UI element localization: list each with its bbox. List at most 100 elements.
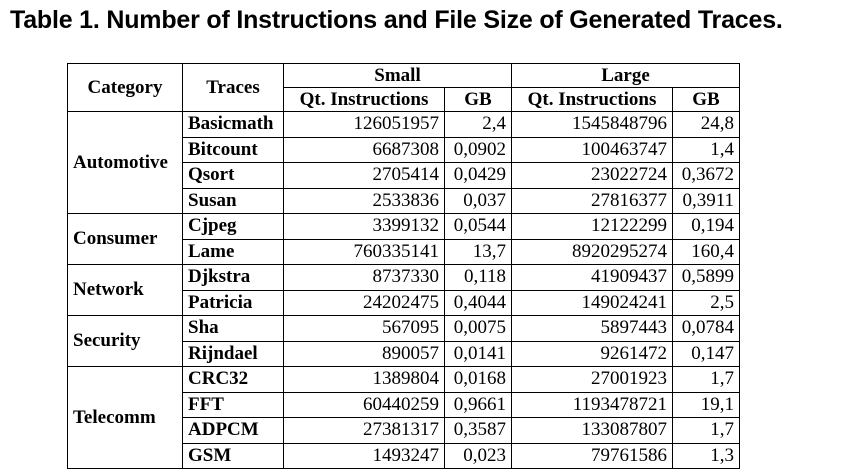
header-small-gb: GB: [444, 87, 512, 112]
trace-name-cell: Lame: [182, 238, 284, 265]
trace-name-cell: Rijndael: [182, 340, 284, 367]
header-row-2: Qt. Instructions GB Qt. Instructions GB: [68, 87, 740, 112]
header-small: Small: [283, 63, 512, 88]
small-instructions-cell: 1389804: [283, 366, 445, 393]
small-instructions-cell: 3399132: [283, 213, 445, 240]
small-instructions-cell: 8737330: [283, 264, 445, 291]
trace-name-cell: Basicmath: [182, 111, 284, 138]
small-gb-cell: 0,0544: [444, 213, 512, 240]
large-gb-cell: 0,194: [672, 213, 740, 240]
small-gb-cell: 0,0429: [444, 162, 512, 189]
large-gb-cell: 1,7: [672, 417, 740, 444]
large-instructions-cell: 9261472: [511, 340, 673, 367]
table-row: Lame 760335141 13,7 8920295274 160,4: [68, 238, 740, 265]
trace-name-cell: Cjpeg: [182, 213, 284, 240]
header-traces: Traces: [182, 63, 284, 112]
trace-name-cell: CRC32: [182, 366, 284, 393]
small-instructions-cell: 2533836: [283, 187, 445, 214]
large-instructions-cell: 133087807: [511, 417, 673, 444]
table-row: ADPCM 27381317 0,3587 133087807 1,7: [68, 417, 740, 444]
trace-name-cell: Susan: [182, 187, 284, 214]
header-large-instructions: Qt. Instructions: [511, 87, 673, 112]
traces-table: Category Traces Small Large Qt. Instruct…: [67, 63, 740, 469]
large-gb-cell: 24,8: [672, 111, 740, 138]
large-instructions-cell: 8920295274: [511, 238, 673, 265]
category-cell: Consumer: [67, 213, 183, 265]
table-row: Automotive Basicmath 126051957 2,4 154584879…: [67, 111, 740, 214]
table-caption: Table 1. Number of Instructions and File…: [10, 6, 783, 34]
large-instructions-cell: 41909437: [511, 264, 673, 291]
small-instructions-cell: 24202475: [283, 289, 445, 316]
table-body: Automotive Basicmath 126051957 2,4 154584879…: [67, 111, 740, 469]
large-gb-cell: 1,3: [672, 442, 740, 469]
large-gb-cell: 0,0784: [672, 315, 740, 342]
table-row: Patricia 24202475 0,4044 149024241 2,5: [68, 289, 740, 316]
large-gb-cell: 0,147: [672, 340, 740, 367]
header-large-gb: GB: [672, 87, 740, 112]
small-instructions-cell: 126051957: [283, 111, 445, 138]
trace-name-cell: FFT: [182, 391, 284, 418]
table-row: Susan 2533836 0,037 27816377 0,3911: [68, 187, 740, 214]
category-cell: Telecomm: [67, 366, 183, 469]
large-gb-cell: 2,5: [672, 289, 740, 316]
small-gb-cell: 0,0902: [444, 136, 512, 163]
table-row: Consumer Cjpeg 3399132 0,0544 12122299 0,194: [67, 213, 740, 265]
table-row: Rijndael 890057 0,0141 9261472 0,147: [68, 340, 740, 367]
large-gb-cell: 0,3911: [672, 187, 740, 214]
header-category: Category: [67, 63, 183, 112]
large-instructions-cell: 149024241: [511, 289, 673, 316]
category-cell: Automotive: [67, 111, 183, 214]
header-large: Large: [511, 63, 740, 88]
small-gb-cell: 0,037: [444, 187, 512, 214]
large-instructions-cell: 5897443: [511, 315, 673, 342]
small-instructions-cell: 1493247: [283, 442, 445, 469]
small-gb-cell: 0,0168: [444, 366, 512, 393]
small-instructions-cell: 760335141: [283, 238, 445, 265]
large-instructions-cell: 1193478721: [511, 391, 673, 418]
table-row: Bitcount 6687308 0,0902 100463747 1,4: [68, 136, 740, 163]
large-gb-cell: 0,5899: [672, 264, 740, 291]
table-row: GSM 1493247 0,023 79761586 1,3: [68, 442, 740, 469]
large-gb-cell: 0,3672: [672, 162, 740, 189]
large-instructions-cell: 79761586: [511, 442, 673, 469]
small-gb-cell: 0,023: [444, 442, 512, 469]
trace-name-cell: Djkstra: [182, 264, 284, 291]
large-gb-cell: 1,4: [672, 136, 740, 163]
small-instructions-cell: 27381317: [283, 417, 445, 444]
small-gb-cell: 0,3587: [444, 417, 512, 444]
table-row: Network Djkstra 8737330 0,118 41909437 0,5899: [67, 264, 740, 316]
large-instructions-cell: 12122299: [511, 213, 673, 240]
small-gb-cell: 0,0141: [444, 340, 512, 367]
large-instructions-cell: 23022724: [511, 162, 673, 189]
large-gb-cell: 1,7: [672, 366, 740, 393]
trace-name-cell: Qsort: [182, 162, 284, 189]
small-gb-cell: 0,4044: [444, 289, 512, 316]
category-cell: Network: [67, 264, 183, 316]
table-row: Qsort 2705414 0,0429 23022724 0,3672: [68, 162, 740, 189]
large-gb-cell: 19,1: [672, 391, 740, 418]
large-instructions-cell: 1545848796: [511, 111, 673, 138]
table-row: Telecomm CRC32 1389804 0,0168 27001923 1,7: [67, 366, 740, 469]
small-instructions-cell: 890057: [283, 340, 445, 367]
category-cell: Security: [67, 315, 183, 367]
trace-name-cell: GSM: [182, 442, 284, 469]
small-instructions-cell: 6687308: [283, 136, 445, 163]
large-instructions-cell: 27001923: [511, 366, 673, 393]
trace-name-cell: Bitcount: [182, 136, 284, 163]
small-gb-cell: 2,4: [444, 111, 512, 138]
small-instructions-cell: 60440259: [283, 391, 445, 418]
small-instructions-cell: 567095: [283, 315, 445, 342]
table-row: Security Sha 567095 0,0075 5897443 0,0784: [67, 315, 740, 367]
small-gb-cell: 0,118: [444, 264, 512, 291]
large-instructions-cell: 27816377: [511, 187, 673, 214]
trace-name-cell: Patricia: [182, 289, 284, 316]
header-small-instructions: Qt. Instructions: [283, 87, 445, 112]
small-gb-cell: 0,9661: [444, 391, 512, 418]
large-gb-cell: 160,4: [672, 238, 740, 265]
large-instructions-cell: 100463747: [511, 136, 673, 163]
trace-name-cell: ADPCM: [182, 417, 284, 444]
small-gb-cell: 13,7: [444, 238, 512, 265]
small-instructions-cell: 2705414: [283, 162, 445, 189]
trace-name-cell: Sha: [182, 315, 284, 342]
small-gb-cell: 0,0075: [444, 315, 512, 342]
